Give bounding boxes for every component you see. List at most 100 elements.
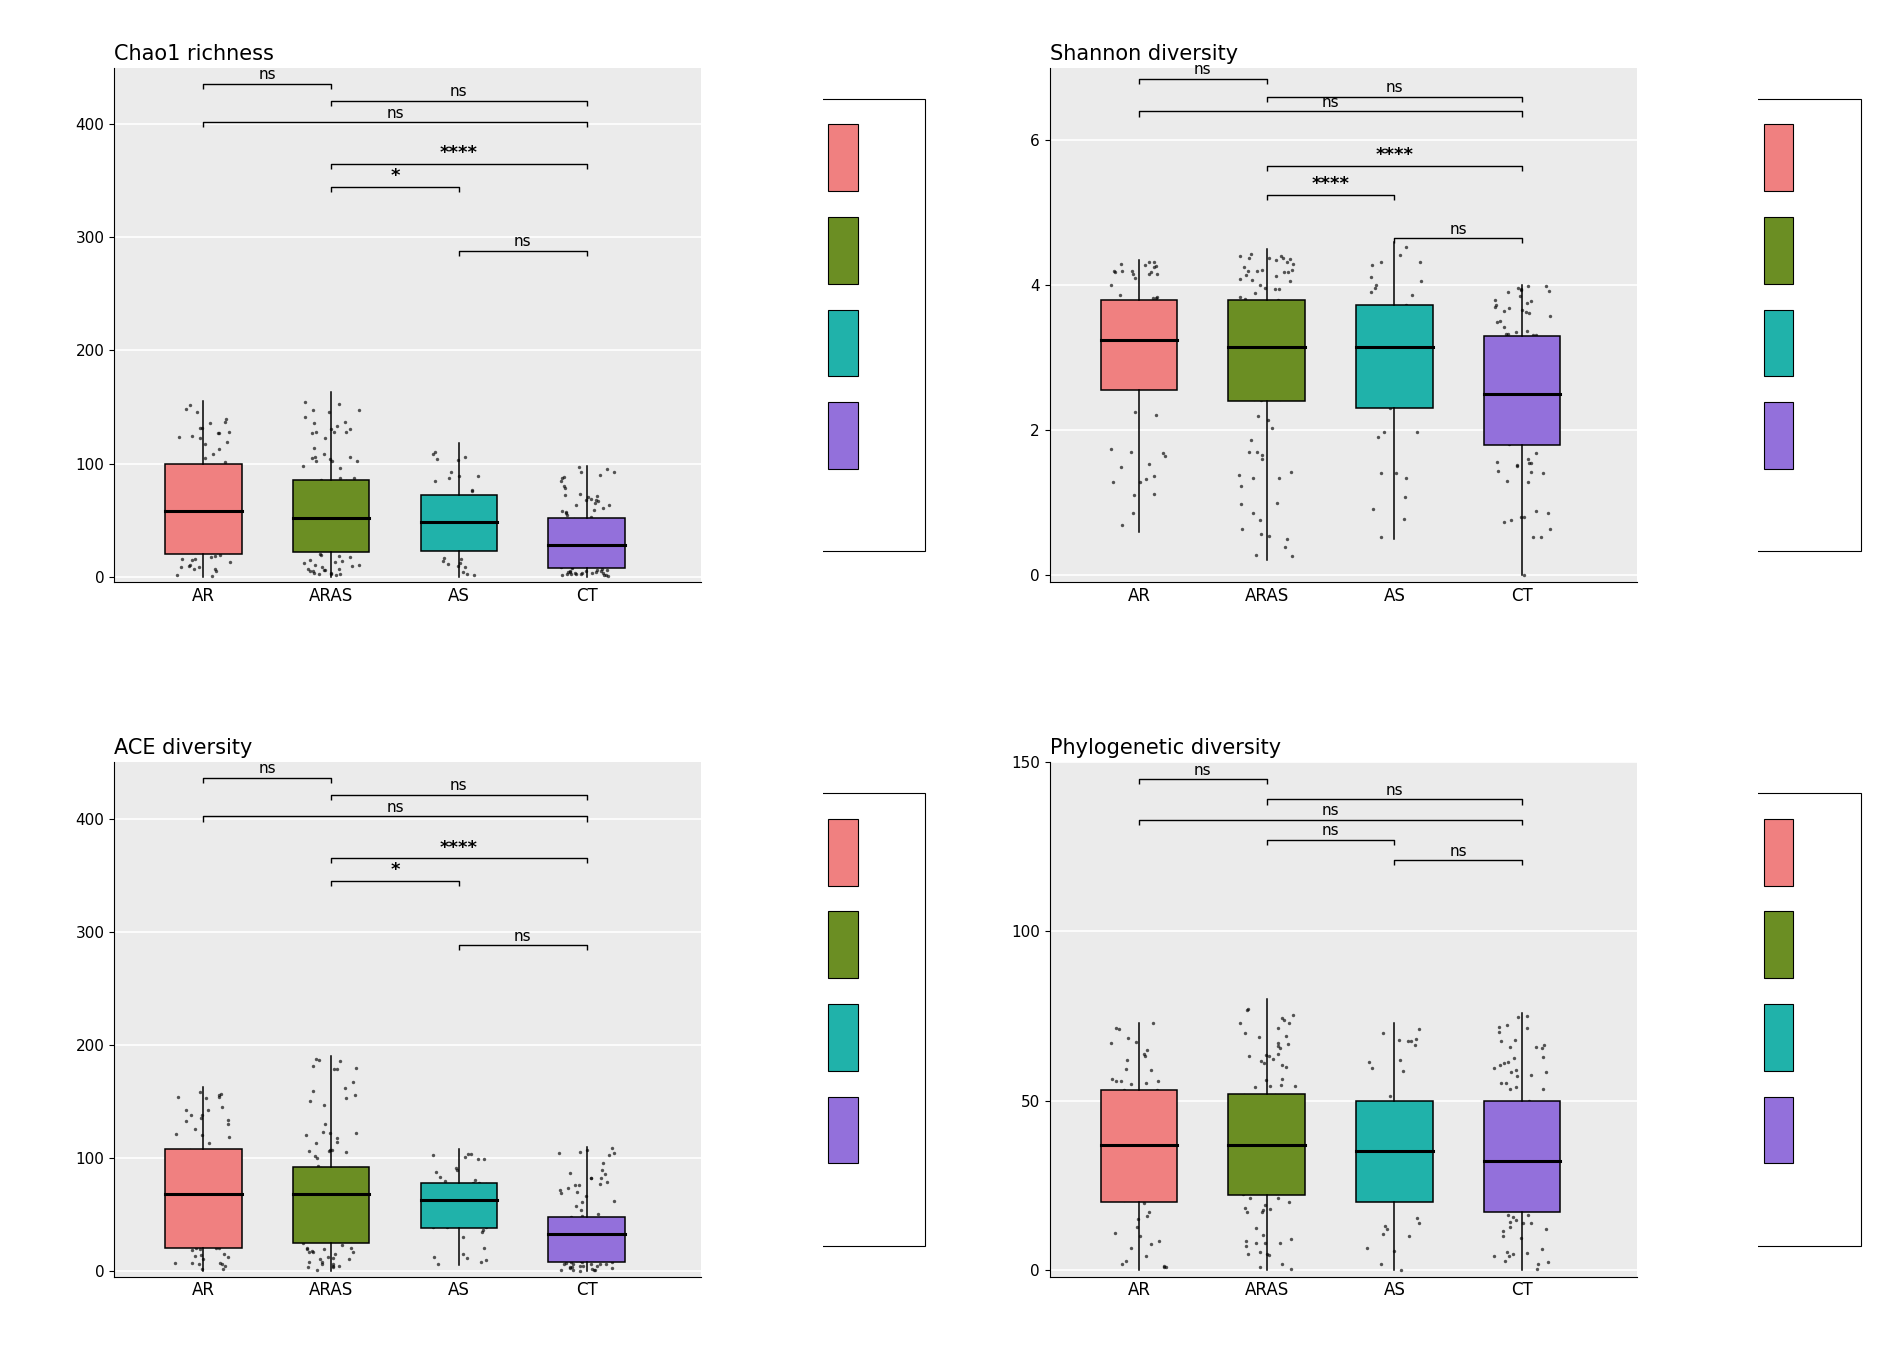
Point xyxy=(593,524,624,546)
Point xyxy=(301,554,331,576)
Point xyxy=(582,1256,612,1278)
Point xyxy=(573,486,603,508)
Point xyxy=(1259,1084,1290,1105)
Point xyxy=(1269,303,1299,325)
Point xyxy=(1379,1240,1409,1262)
Point xyxy=(1105,353,1135,375)
Point xyxy=(593,1143,624,1165)
Point xyxy=(312,498,342,520)
Point xyxy=(297,515,327,536)
Point xyxy=(1514,1186,1544,1207)
Point xyxy=(181,1245,211,1267)
Point xyxy=(213,530,243,551)
Point xyxy=(1149,319,1179,341)
Point xyxy=(1272,1033,1303,1055)
Point xyxy=(181,549,211,570)
Point xyxy=(565,483,595,505)
Point xyxy=(597,1258,628,1279)
Point xyxy=(1126,1160,1156,1181)
Point xyxy=(1240,365,1271,387)
Point xyxy=(1400,1123,1430,1145)
Point xyxy=(181,1149,211,1171)
Point xyxy=(449,521,479,543)
Point xyxy=(1516,289,1546,311)
Point xyxy=(1242,1179,1272,1200)
FancyBboxPatch shape xyxy=(1763,217,1794,284)
Point xyxy=(1099,261,1130,282)
Point xyxy=(202,540,232,562)
Point xyxy=(331,1141,361,1162)
Point xyxy=(1272,1149,1303,1171)
Point xyxy=(340,531,371,553)
Point xyxy=(1525,425,1556,447)
Point xyxy=(325,1050,356,1071)
Point xyxy=(302,536,333,558)
Point xyxy=(1248,1199,1278,1221)
Text: CT: CT xyxy=(1801,424,1822,443)
Point xyxy=(304,543,335,565)
Point xyxy=(184,1233,215,1255)
Point xyxy=(571,489,601,511)
Point xyxy=(321,1058,352,1080)
Point xyxy=(293,1198,323,1219)
Point xyxy=(207,1206,238,1228)
Point xyxy=(1482,1103,1512,1124)
Point xyxy=(177,1252,207,1274)
Point xyxy=(301,421,331,443)
Point xyxy=(186,1258,217,1279)
Point xyxy=(580,539,611,561)
Bar xyxy=(1229,300,1305,401)
Point xyxy=(422,521,453,543)
Point xyxy=(184,1081,215,1103)
Point xyxy=(1229,303,1259,325)
Point xyxy=(1232,1173,1263,1195)
Point xyxy=(186,1149,217,1171)
Point xyxy=(468,1219,498,1241)
Point xyxy=(211,509,242,531)
Point xyxy=(1105,1115,1135,1137)
Point xyxy=(571,559,601,581)
Point xyxy=(1269,387,1299,409)
Point xyxy=(1134,327,1164,349)
Point xyxy=(1407,353,1438,375)
Point xyxy=(323,531,354,553)
Point xyxy=(287,1232,318,1253)
Point xyxy=(320,1243,350,1264)
Point xyxy=(456,479,487,501)
Point xyxy=(593,550,624,572)
Point xyxy=(1250,1233,1280,1255)
Point xyxy=(1111,371,1141,392)
Bar xyxy=(1356,306,1432,409)
Point xyxy=(1252,1070,1282,1092)
Point xyxy=(301,1133,331,1154)
Point xyxy=(1366,251,1396,273)
Point xyxy=(1495,1215,1525,1237)
Point xyxy=(1493,281,1524,303)
Point xyxy=(1099,1150,1130,1172)
Point xyxy=(209,451,240,473)
Point xyxy=(546,555,576,577)
Point xyxy=(451,1192,481,1214)
Point xyxy=(1097,471,1128,493)
Point xyxy=(552,564,582,585)
Point xyxy=(1371,1218,1402,1240)
Point xyxy=(1499,1047,1529,1069)
Point xyxy=(1514,1205,1544,1226)
Point xyxy=(186,492,217,513)
Point xyxy=(1495,329,1525,350)
Point xyxy=(310,1093,340,1115)
Point xyxy=(426,509,456,531)
Point xyxy=(599,1228,630,1249)
Point xyxy=(333,1222,363,1244)
Point xyxy=(198,1209,228,1230)
Point xyxy=(1276,259,1307,281)
Point xyxy=(320,1190,350,1211)
Point xyxy=(1141,1127,1172,1149)
Point xyxy=(167,497,198,519)
Point xyxy=(1271,297,1301,319)
Point xyxy=(177,1240,207,1262)
Point xyxy=(599,551,630,573)
Point xyxy=(333,534,363,555)
Text: Phylogenetic diversity: Phylogenetic diversity xyxy=(1050,737,1280,758)
Point xyxy=(1105,253,1135,274)
